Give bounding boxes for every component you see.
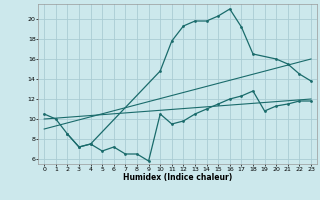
X-axis label: Humidex (Indice chaleur): Humidex (Indice chaleur) <box>123 173 232 182</box>
